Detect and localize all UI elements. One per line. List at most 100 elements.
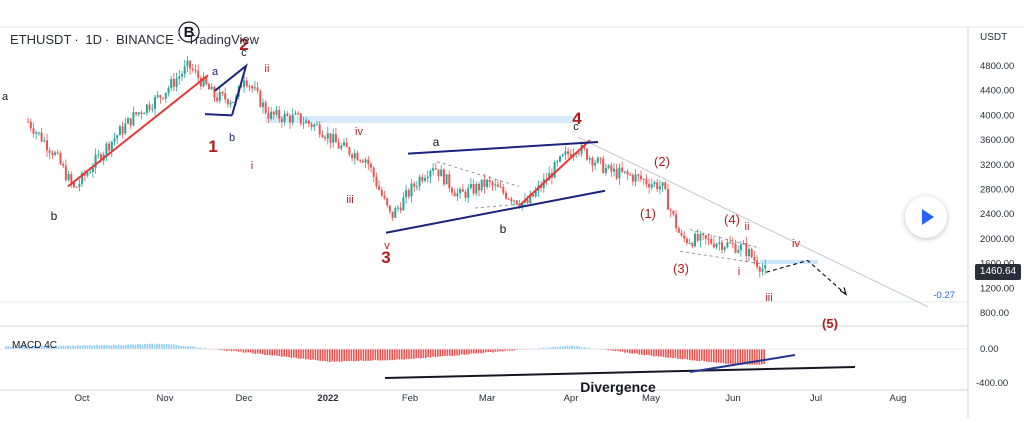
candle-body <box>251 86 254 89</box>
candle-body <box>753 257 756 261</box>
macd-bar <box>84 345 86 349</box>
macd-bar <box>343 349 345 361</box>
candle-body <box>81 172 84 184</box>
candle-body <box>189 60 192 69</box>
channel-line <box>214 63 248 116</box>
time-tick-label: Jun <box>725 393 740 404</box>
macd-bar <box>612 349 614 351</box>
macd-bar <box>698 349 701 362</box>
macd-bar <box>456 349 458 356</box>
candle-body <box>456 193 459 197</box>
candle-body <box>78 183 81 187</box>
macd-bar <box>504 349 506 351</box>
candle-body <box>480 179 483 191</box>
candle-body <box>197 70 200 78</box>
macd-bar <box>746 349 749 365</box>
sub-label: b <box>500 222 507 236</box>
macd-bar <box>163 344 165 349</box>
candle-body <box>764 265 767 269</box>
candle-body <box>172 78 175 87</box>
candle-body <box>645 179 648 184</box>
macd-bar <box>252 349 254 354</box>
candle-body <box>739 244 742 251</box>
time-tick-label: Oct <box>75 393 90 404</box>
price-tick-label: 4000.00 <box>980 110 1014 121</box>
macd-bar <box>91 345 93 349</box>
macd-bar <box>355 349 357 362</box>
candle-body <box>475 183 478 194</box>
macd-bar <box>549 347 552 349</box>
candle-body <box>48 150 51 153</box>
candle-body <box>596 157 599 163</box>
wave-label-3: 3 <box>381 248 390 267</box>
candle-body <box>407 190 410 197</box>
candle-body <box>202 76 205 87</box>
macd-bar <box>153 344 156 349</box>
candle-body <box>148 104 151 110</box>
macd-bar <box>427 349 429 358</box>
candle-body <box>54 152 57 156</box>
macd-bar <box>86 345 89 349</box>
macd-bar <box>557 347 559 349</box>
symbol: ETHUSDT <box>10 32 72 47</box>
candle-body <box>459 188 462 194</box>
wave-B-circle <box>178 21 200 43</box>
candle-body <box>604 168 607 173</box>
macd-bar <box>437 349 439 357</box>
candle-body <box>380 189 383 196</box>
macd-bar <box>317 349 319 361</box>
sub-label: ii <box>265 63 270 75</box>
candle-body <box>40 132 43 142</box>
macd-bar <box>101 344 103 349</box>
candle-body <box>737 250 740 253</box>
candle-body <box>607 165 610 169</box>
chart-header: ETHUSDT · 1D · BINANCE · TradingView <box>10 32 260 47</box>
candle-body <box>637 174 640 176</box>
macd-bar <box>81 345 84 349</box>
macd-bar <box>79 345 81 349</box>
macd-bar <box>645 349 648 356</box>
candle-body <box>183 66 186 75</box>
play-button[interactable] <box>905 196 947 238</box>
candle-body <box>310 123 313 128</box>
macd-bar <box>74 345 77 349</box>
candle-body <box>307 120 310 124</box>
macd-bar <box>729 349 732 364</box>
macd-bar <box>254 349 257 355</box>
candle-body <box>135 112 138 115</box>
candle-body <box>631 175 634 182</box>
macd-bar <box>737 349 739 364</box>
candle-body <box>415 186 418 188</box>
channel-upper-line <box>407 140 599 155</box>
macd-bar <box>360 349 362 361</box>
candle-body <box>618 167 621 179</box>
candle-body <box>32 128 35 134</box>
candle-body <box>669 209 672 211</box>
macd-bar <box>377 349 379 361</box>
wave-label-5: (5) <box>822 316 838 331</box>
macd-bar <box>108 345 110 349</box>
macd-bar <box>278 349 281 357</box>
candle-body <box>424 178 426 181</box>
macd-bar <box>609 349 612 351</box>
macd-bar <box>480 349 482 354</box>
candle-body <box>496 184 499 187</box>
sub-label: i <box>251 160 253 172</box>
candle-body <box>140 112 143 114</box>
macd-bar <box>324 349 326 361</box>
macd-bar <box>405 349 408 359</box>
candle-body <box>640 175 642 180</box>
candle-body <box>564 151 567 155</box>
candle-body <box>491 182 494 186</box>
candle-body <box>461 188 464 192</box>
candle-body <box>577 153 580 155</box>
candle-body <box>278 109 281 119</box>
price-tick-label: 2400.00 <box>980 209 1014 220</box>
macd-bar <box>499 349 501 352</box>
macd-bar <box>449 349 451 356</box>
macd-bar <box>297 349 300 359</box>
macd-bar <box>710 349 713 363</box>
candle-body <box>761 268 764 272</box>
macd-bar <box>638 349 641 355</box>
